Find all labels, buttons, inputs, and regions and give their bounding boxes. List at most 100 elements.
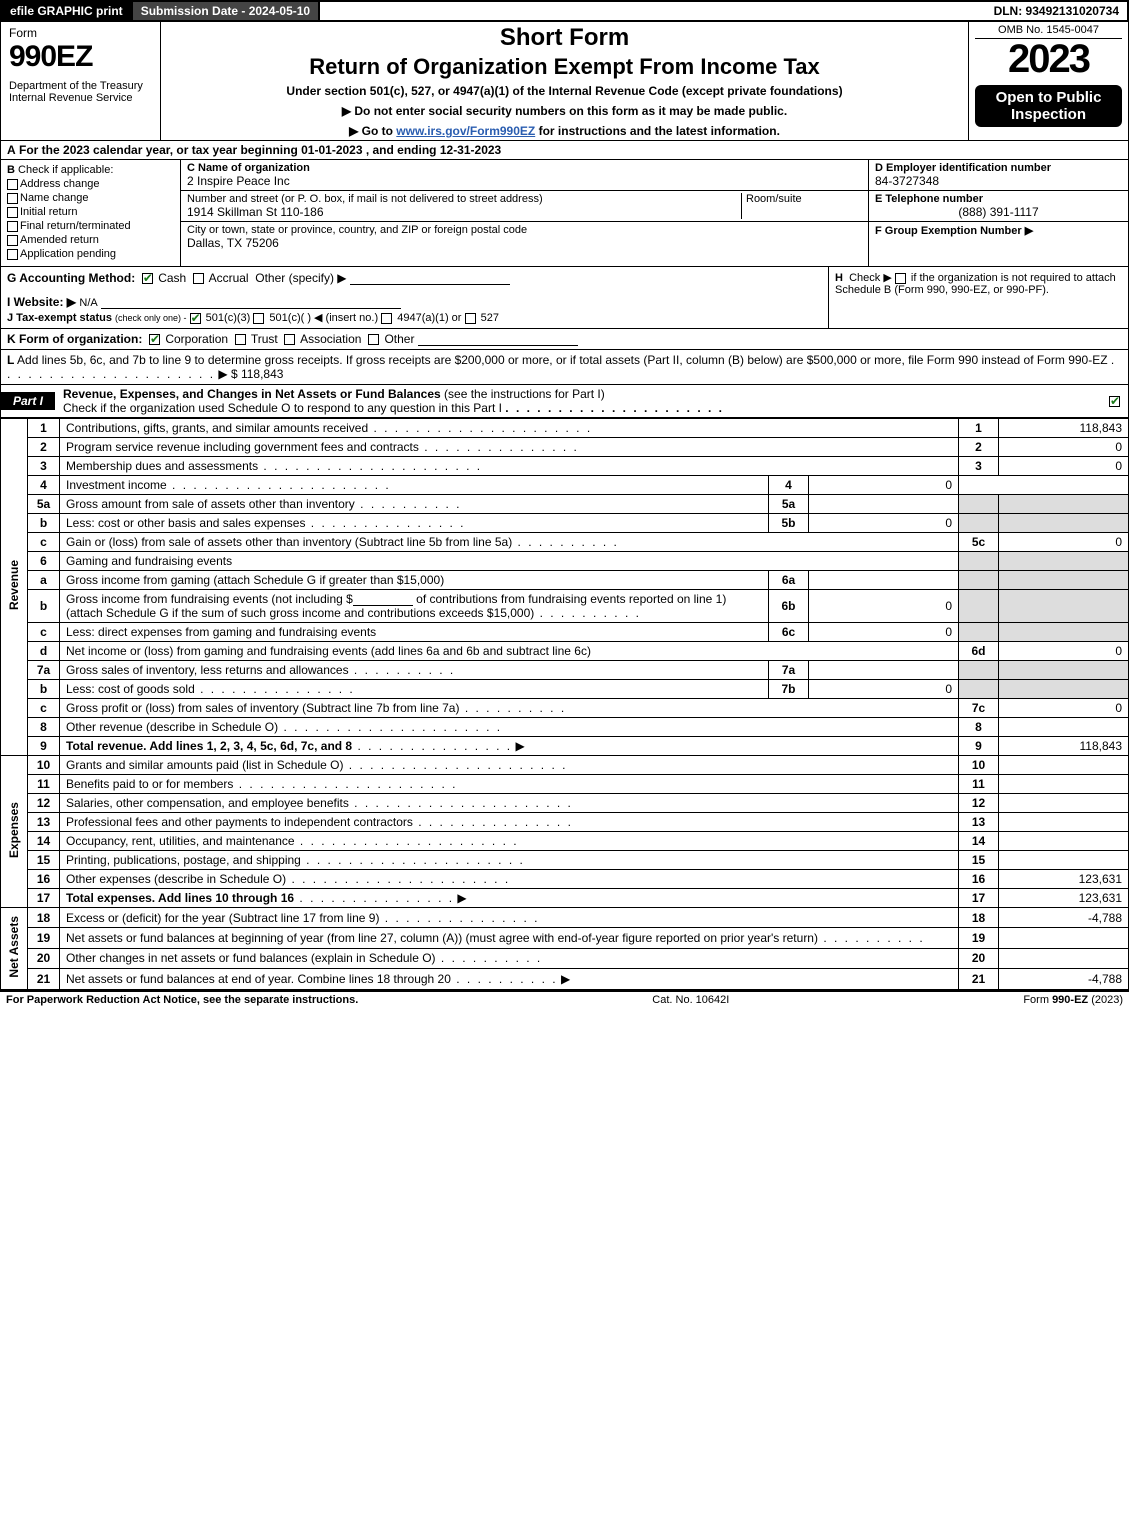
part-i-tab: Part I bbox=[1, 392, 55, 410]
netassets-sidelabel: Net Assets bbox=[1, 908, 28, 990]
chk-trust[interactable] bbox=[235, 334, 246, 345]
l-label: L bbox=[7, 353, 14, 367]
chk-501c[interactable] bbox=[253, 313, 264, 324]
part-i-checkbox[interactable] bbox=[1109, 394, 1128, 408]
footer-left: For Paperwork Reduction Act Notice, see … bbox=[6, 994, 358, 1006]
part-i-line2: Check if the organization used Schedule … bbox=[63, 401, 502, 415]
other-org-input[interactable] bbox=[418, 334, 578, 346]
part-i-header: Part I Revenue, Expenses, and Changes in… bbox=[0, 385, 1129, 418]
part-i-title: Revenue, Expenses, and Changes in Net As… bbox=[55, 385, 1109, 417]
subtitle: Under section 501(c), 527, or 4947(a)(1)… bbox=[169, 84, 960, 98]
dln-label: DLN: 93492131020734 bbox=[986, 2, 1127, 20]
j-sub: (check only one) - bbox=[115, 313, 187, 323]
chk-4947[interactable] bbox=[381, 313, 392, 324]
h-text1: Check ▶ bbox=[849, 272, 892, 284]
note-1: ▶ Do not enter social security numbers o… bbox=[169, 104, 960, 118]
expenses-sidelabel: Expenses bbox=[1, 756, 28, 908]
phone-label: E Telephone number bbox=[875, 193, 1122, 205]
row-a: A For the 2023 calendar year, or tax yea… bbox=[0, 141, 1129, 160]
form-number: 990EZ bbox=[9, 40, 152, 74]
col-b-heading: Check if applicable: bbox=[18, 164, 113, 176]
street-label: Number and street (or P. O. box, if mail… bbox=[187, 193, 737, 205]
website-underline bbox=[101, 297, 401, 309]
line-5a-amount bbox=[809, 495, 959, 514]
h-label: H bbox=[835, 272, 843, 284]
city-label: City or town, state or province, country… bbox=[187, 224, 862, 236]
chk-cash[interactable] bbox=[142, 273, 153, 284]
short-form-title: Short Form bbox=[169, 24, 960, 52]
org-name: 2 Inspire Peace Inc bbox=[187, 174, 862, 188]
ein-row: D Employer identification number 84-3727… bbox=[869, 160, 1128, 191]
line-5b-amount: 0 bbox=[809, 514, 959, 533]
room-label: Room/suite bbox=[746, 193, 862, 205]
line-5c-amount: 0 bbox=[999, 533, 1129, 552]
line-6d-amount: 0 bbox=[999, 642, 1129, 661]
block-bcdef: B Check if applicable: Address change Na… bbox=[0, 160, 1129, 267]
row-h: H Check ▶ if the organization is not req… bbox=[828, 267, 1128, 328]
line-16-amount: 123,631 bbox=[999, 870, 1129, 889]
line-13-amount bbox=[999, 813, 1129, 832]
submission-date: Submission Date - 2024-05-10 bbox=[133, 2, 320, 20]
ein-value: 84-3727348 bbox=[875, 174, 1122, 188]
col-def: D Employer identification number 84-3727… bbox=[868, 160, 1128, 266]
line-9-amount: 118,843 bbox=[999, 737, 1129, 756]
chk-501c3[interactable] bbox=[190, 313, 201, 324]
ein-label: D Employer identification number bbox=[875, 162, 1122, 174]
chk-final-return[interactable]: Final return/terminated bbox=[7, 220, 174, 232]
chk-association[interactable] bbox=[284, 334, 295, 345]
line-21-amount: -4,788 bbox=[999, 969, 1129, 989]
row-gh: G Accounting Method: Cash Accrual Other … bbox=[0, 267, 1129, 329]
efile-label: efile GRAPHIC print bbox=[2, 2, 133, 20]
g-other: Other (specify) ▶ bbox=[255, 271, 346, 285]
chk-application-pending[interactable]: Application pending bbox=[7, 248, 174, 260]
row-a-text: For the 2023 calendar year, or tax year … bbox=[19, 143, 501, 157]
row-a-label: A bbox=[7, 143, 16, 157]
phone-value: (888) 391-1117 bbox=[875, 205, 1122, 219]
line-7c-amount: 0 bbox=[999, 699, 1129, 718]
chk-initial-return[interactable]: Initial return bbox=[7, 206, 174, 218]
footer-mid: Cat. No. 10642I bbox=[358, 994, 1023, 1006]
chk-address-change[interactable]: Address change bbox=[7, 178, 174, 190]
form-word: Form bbox=[9, 26, 152, 40]
col-b: B Check if applicable: Address change Na… bbox=[1, 160, 181, 266]
group-exemption-row: F Group Exemption Number ▶ bbox=[869, 222, 1128, 239]
line-20-amount bbox=[999, 948, 1129, 968]
chk-schedb[interactable] bbox=[895, 273, 906, 284]
line-1-amount: 118,843 bbox=[999, 419, 1129, 438]
line-7a-amount bbox=[809, 661, 959, 680]
col-b-label: B bbox=[7, 164, 15, 176]
chk-other-org[interactable] bbox=[368, 334, 379, 345]
chk-527[interactable] bbox=[465, 313, 476, 324]
note-2-pre: ▶ Go to bbox=[349, 124, 396, 138]
org-name-label: C Name of organization bbox=[187, 162, 862, 174]
open-to-public: Open to Public Inspection bbox=[975, 85, 1122, 127]
note-2-post: for instructions and the latest informat… bbox=[535, 124, 780, 138]
line-4-amount: 0 bbox=[809, 476, 959, 495]
line-10-amount bbox=[999, 756, 1129, 775]
j-label: J Tax-exempt status bbox=[7, 312, 112, 324]
l-text: Add lines 5b, 6c, and 7b to line 9 to de… bbox=[17, 353, 1108, 367]
website-value: N/A bbox=[79, 297, 97, 309]
chk-corporation[interactable] bbox=[149, 334, 160, 345]
g-other-input[interactable] bbox=[350, 273, 510, 285]
line-3-amount: 0 bbox=[999, 457, 1129, 476]
line-2-amount: 0 bbox=[999, 438, 1129, 457]
col-c: C Name of organization 2 Inspire Peace I… bbox=[181, 160, 868, 266]
department-label: Department of the Treasury Internal Reve… bbox=[9, 80, 152, 104]
chk-accrual[interactable] bbox=[193, 273, 204, 284]
line-6a-amount bbox=[809, 571, 959, 590]
chk-amended-return[interactable]: Amended return bbox=[7, 234, 174, 246]
i-label: I Website: ▶ bbox=[7, 295, 76, 309]
line-12-amount bbox=[999, 794, 1129, 813]
part-i-table: Revenue 1 Contributions, gifts, grants, … bbox=[0, 418, 1129, 990]
header-right: OMB No. 1545-0047 2023 Open to Public In… bbox=[968, 22, 1128, 140]
irs-link[interactable]: www.irs.gov/Form990EZ bbox=[396, 124, 535, 138]
street-row: Number and street (or P. O. box, if mail… bbox=[181, 191, 868, 222]
chk-name-change[interactable]: Name change bbox=[7, 192, 174, 204]
line-19-amount bbox=[999, 928, 1129, 948]
line-6c-amount: 0 bbox=[809, 623, 959, 642]
city-row: City or town, state or province, country… bbox=[181, 222, 868, 252]
k-label: K Form of organization: bbox=[7, 332, 142, 346]
street-value: 1914 Skillman St 110-186 bbox=[187, 205, 737, 219]
phone-row: E Telephone number (888) 391-1117 bbox=[869, 191, 1128, 222]
